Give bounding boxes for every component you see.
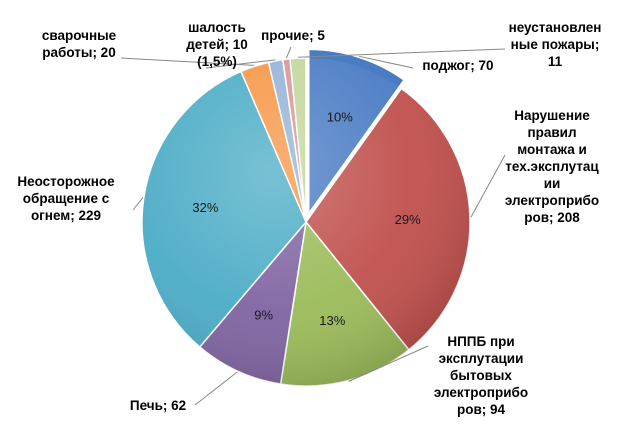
label-line: эксплутации bbox=[439, 351, 524, 366]
label-line: Нарушение bbox=[514, 108, 590, 123]
label-line: Неосторожное bbox=[17, 174, 115, 189]
label-line: бытовых bbox=[450, 368, 512, 383]
slice-category-label: поджог; 70 bbox=[422, 58, 493, 73]
label-line: тех.эксплутац bbox=[505, 159, 599, 174]
slice-percent-label: 29% bbox=[395, 212, 421, 227]
slice-percent-label: 9% bbox=[254, 307, 273, 322]
label-line: поджог; 70 bbox=[422, 58, 493, 73]
label-line: 11 bbox=[548, 54, 563, 69]
leader-line bbox=[348, 345, 429, 382]
label-line: неустановлен bbox=[509, 20, 602, 35]
label-line: НППБ при bbox=[447, 334, 514, 349]
label-line: Печь; 62 bbox=[130, 398, 186, 413]
label-line: детей; 10 bbox=[186, 37, 248, 52]
label-line: работы; 20 bbox=[42, 45, 115, 60]
slice-percent-label: 10% bbox=[327, 110, 353, 125]
label-line: ии bbox=[544, 176, 561, 191]
leader-line bbox=[470, 154, 506, 218]
percent-labels: 10% 29% 13% 9% 32% bbox=[192, 110, 421, 329]
label-line: (1,5%) bbox=[197, 54, 237, 69]
slice-percent-label: 32% bbox=[192, 200, 218, 215]
label-line: ные пожары; bbox=[511, 37, 600, 52]
slice-category-label: Печь; 62 bbox=[130, 398, 186, 413]
label-line: шалость bbox=[188, 20, 246, 35]
label-line: электроприбо bbox=[434, 385, 528, 400]
leader-line bbox=[194, 371, 238, 406]
leader-line bbox=[297, 48, 506, 58]
label-line: ров; 208 bbox=[524, 210, 580, 225]
label-line: прочие; 5 bbox=[261, 28, 325, 43]
label-line: ров; 94 bbox=[457, 402, 506, 417]
leader-line bbox=[359, 55, 414, 69]
slice-percent-label: 13% bbox=[319, 313, 345, 328]
label-line: обращение с bbox=[23, 191, 110, 206]
slice-category-label: сварочные работы; 20 bbox=[42, 28, 117, 60]
leader-line bbox=[205, 59, 276, 69]
pie-slices bbox=[141, 48, 471, 387]
label-line: монтажа и bbox=[517, 142, 587, 157]
slice-category-label: неустановлен ные пожары; 11 bbox=[509, 20, 602, 69]
category-labels: поджог; 70 Нарушение правил монтажа и тех.эк… bbox=[17, 20, 601, 417]
slice-category-label: Неосторожное обращение с огнем; 229 bbox=[17, 174, 115, 223]
slice-category-label: НППБ при эксплутации бытовых электроприбо ро… bbox=[434, 334, 528, 417]
label-line: электроприбо bbox=[505, 193, 599, 208]
label-line: правил bbox=[527, 125, 576, 140]
leader-lines bbox=[120, 46, 506, 406]
label-line: сварочные bbox=[42, 28, 117, 43]
slice-category-label: Нарушение правил монтажа и тех.эксплутац ии э… bbox=[505, 108, 599, 225]
label-line: огнем; 229 bbox=[31, 208, 101, 223]
slice-category-label: шалость детей; 10 (1,5%) bbox=[186, 20, 248, 69]
leader-line bbox=[285, 46, 292, 59]
leader-line bbox=[120, 57, 255, 66]
leader-line bbox=[132, 197, 144, 211]
slice-category-label: прочие; 5 bbox=[261, 28, 325, 43]
